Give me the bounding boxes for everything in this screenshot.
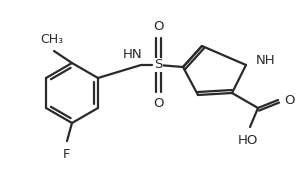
Text: O: O xyxy=(153,97,163,110)
Text: O: O xyxy=(153,20,163,33)
Text: S: S xyxy=(154,59,162,72)
Text: O: O xyxy=(284,94,294,107)
Text: HN: HN xyxy=(123,48,143,61)
Text: CH₃: CH₃ xyxy=(40,33,64,46)
Text: NH: NH xyxy=(256,53,276,66)
Text: HO: HO xyxy=(238,134,258,147)
Text: F: F xyxy=(63,148,71,161)
